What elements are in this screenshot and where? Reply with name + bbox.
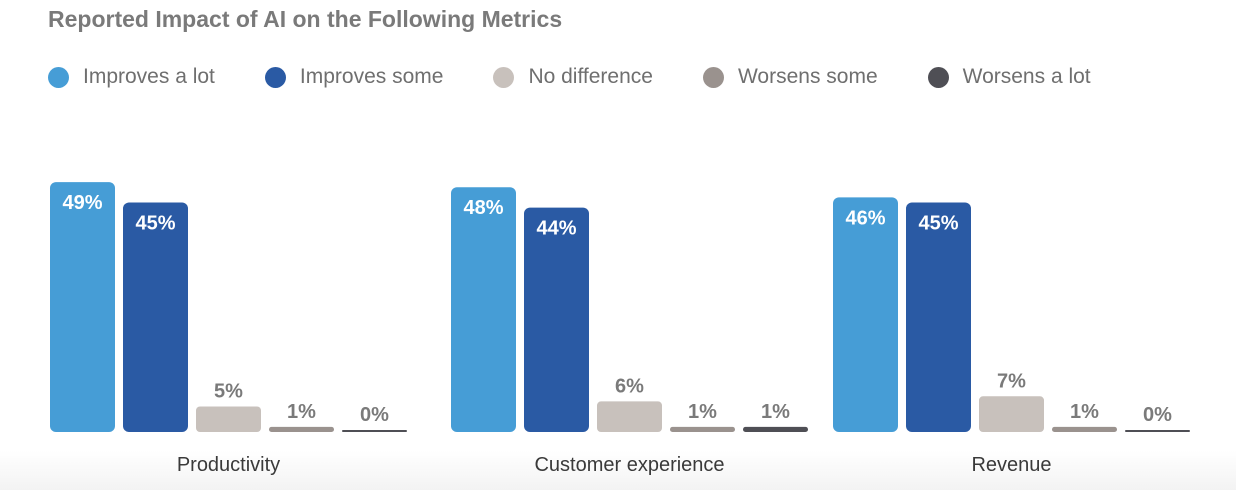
bar-no-difference-revenue: [979, 396, 1044, 432]
category-label: Productivity: [177, 454, 280, 476]
legend-swatch-worsens-some: [702, 66, 724, 88]
bar-worsens-a-lot-customer-experience: [743, 426, 808, 432]
legend-item-worsens-some: Worsens some: [702, 65, 878, 89]
legend-label: Worsens some: [737, 65, 878, 88]
category-label: Customer experience: [534, 454, 724, 476]
bar-value-label: 1%: [1070, 401, 1099, 423]
bar-value-label: 1%: [761, 401, 790, 423]
bar-improves-some-revenue: [906, 202, 971, 432]
bar-improves-a-lot-customer-experience: [451, 187, 516, 432]
bar-improves-some-productivity: [123, 202, 188, 432]
bar-worsens-some-productivity: [269, 426, 334, 432]
bar-improves-some-customer-experience: [524, 207, 589, 432]
legend: Improves a lot Improves some No differen…: [48, 62, 1141, 92]
bar-value-label: 5%: [214, 381, 243, 403]
bar-worsens-a-lot-revenue: [1125, 430, 1190, 432]
bar-no-difference-customer-experience: [597, 401, 662, 432]
bar-value-label: 0%: [1143, 404, 1172, 426]
bar-worsens-some-customer-experience: [670, 426, 735, 432]
legend-label: Improves some: [299, 65, 444, 88]
chart-title: Reported Impact of AI on the Following M…: [48, 6, 563, 32]
bar-value-label: 48%: [463, 197, 503, 219]
legend-label: Improves a lot: [83, 65, 215, 88]
bar-value-label: 46%: [845, 207, 885, 229]
bar-value-label: 45%: [135, 213, 175, 235]
legend-swatch-no-difference: [493, 66, 515, 88]
legend-swatch-improves-some: [264, 66, 286, 88]
legend-item-improves-a-lot: Improves a lot: [48, 65, 215, 89]
legend-label: No difference: [528, 65, 653, 88]
legend-swatch-improves-a-lot: [48, 66, 69, 88]
bar-value-label: 1%: [287, 401, 316, 423]
bar-value-label: 0%: [360, 404, 389, 426]
bar-value-label: 6%: [615, 375, 644, 397]
bar-no-difference-productivity: [196, 406, 261, 432]
bar-value-label: 45%: [918, 213, 958, 235]
legend-swatch-worsens-a-lot: [927, 66, 949, 88]
bar-value-label: 44%: [536, 218, 576, 240]
bar-value-label: 7%: [997, 370, 1026, 392]
legend-item-worsens-a-lot: Worsens a lot: [927, 65, 1091, 89]
bar-improves-a-lot-revenue: [833, 197, 898, 432]
legend-item-improves-some: Improves some: [264, 65, 444, 89]
legend-item-no-difference: No difference: [493, 65, 653, 89]
legend-label: Worsens a lot: [962, 65, 1091, 88]
bar-improves-a-lot-productivity: [50, 182, 115, 432]
bar-worsens-a-lot-productivity: [342, 430, 407, 432]
bar-value-label: 49%: [62, 192, 102, 214]
bar-worsens-some-revenue: [1052, 426, 1117, 432]
bar-value-label: 1%: [688, 401, 717, 423]
category-label: Revenue: [971, 454, 1051, 476]
